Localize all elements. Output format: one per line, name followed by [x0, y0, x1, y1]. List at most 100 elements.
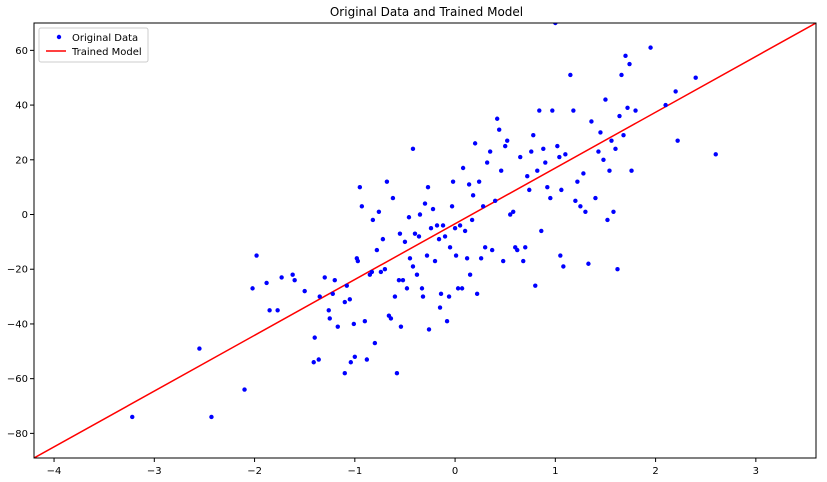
- data-point: [589, 119, 594, 124]
- y-tick-label: 0: [22, 210, 28, 221]
- data-point: [713, 152, 718, 157]
- data-point: [537, 108, 542, 113]
- data-point: [342, 370, 347, 376]
- data-point: [369, 269, 375, 275]
- data-point: [498, 168, 504, 173]
- data-point: [312, 335, 317, 340]
- data-point: [553, 23, 558, 26]
- x-tick-label: 2: [652, 466, 658, 477]
- data-point: [539, 228, 544, 234]
- data-point: [440, 223, 446, 228]
- data-point: [434, 223, 440, 228]
- data-point: [521, 258, 526, 264]
- data-point: [503, 143, 508, 149]
- data-point: [457, 223, 463, 228]
- data-point: [322, 275, 327, 280]
- data-point: [436, 236, 442, 242]
- x-tick-label: 3: [753, 466, 759, 477]
- data-point: [573, 198, 578, 204]
- data-point: [394, 370, 400, 376]
- data-point: [426, 327, 432, 332]
- data-point: [605, 217, 610, 223]
- data-point: [392, 294, 398, 299]
- data-point: [384, 179, 390, 184]
- legend-label-original-data: Original Data: [72, 33, 138, 44]
- data-point: [344, 283, 349, 288]
- data-point: [412, 231, 418, 236]
- data-point: [398, 324, 404, 329]
- data-point: [400, 277, 406, 283]
- y-tick-label: −40: [7, 319, 28, 330]
- data-point: [406, 215, 412, 220]
- data-point: [419, 286, 425, 291]
- y-tick-label: 20: [15, 155, 28, 166]
- data-point: [472, 141, 478, 146]
- data-point: [625, 105, 630, 111]
- data-point: [460, 165, 466, 171]
- data-point: [470, 193, 476, 198]
- data-point: [430, 206, 436, 212]
- data-point: [518, 154, 523, 160]
- legend-marker-original-data: [56, 34, 62, 40]
- data-point: [327, 316, 332, 321]
- data-point: [254, 253, 259, 258]
- x-axis: −4 −3 −2 −1 0 1 2 3: [47, 458, 759, 477]
- y-tick-label: −20: [7, 265, 28, 276]
- data-point: [557, 154, 562, 160]
- data-point: [359, 204, 365, 209]
- data-point: [376, 209, 382, 214]
- data-point: [449, 204, 455, 209]
- data-point: [267, 308, 272, 313]
- legend: Original Data Trained Model: [38, 27, 149, 63]
- data-point: [543, 160, 548, 165]
- data-point: [482, 245, 488, 250]
- data-point: [425, 184, 431, 190]
- data-point: [437, 305, 443, 310]
- data-point: [598, 130, 603, 135]
- data-point: [480, 204, 486, 209]
- data-point: [675, 138, 680, 143]
- data-point: [619, 72, 624, 78]
- x-tick-label: −4: [47, 466, 62, 477]
- data-point: [422, 201, 428, 206]
- y-axis: −80 −60 −40 −20 0 20 40 60: [7, 46, 34, 440]
- data-point: [290, 272, 295, 277]
- data-point: [633, 108, 638, 113]
- x-tick-label: −3: [147, 466, 162, 477]
- data-point: [476, 179, 482, 184]
- data-point: [388, 316, 394, 321]
- data-point: [372, 340, 378, 346]
- x-tick-label: 1: [552, 466, 558, 477]
- data-point: [264, 280, 269, 286]
- data-point: [583, 209, 588, 214]
- data-point: [613, 146, 618, 152]
- data-point: [402, 239, 408, 245]
- x-tick-label: −2: [247, 466, 262, 477]
- data-point: [407, 256, 413, 261]
- data-point: [484, 160, 490, 165]
- data-point: [462, 228, 468, 234]
- trained-model-line: [34, 23, 816, 458]
- data-point: [410, 146, 416, 152]
- data-point: [466, 182, 472, 187]
- y-tick-label: 40: [15, 101, 28, 112]
- data-point: [533, 283, 538, 288]
- data-point: [404, 286, 410, 291]
- data-point: [447, 245, 453, 250]
- plot-area: [34, 23, 816, 458]
- data-point: [469, 217, 475, 223]
- data-point: [478, 256, 484, 261]
- data-point: [629, 168, 634, 173]
- data-point: [568, 72, 573, 78]
- data-point: [414, 272, 420, 277]
- data-point: [209, 414, 214, 420]
- data-point: [575, 179, 580, 184]
- data-point: [494, 116, 500, 121]
- data-point: [648, 45, 653, 50]
- data-point: [357, 184, 363, 190]
- data-point: [541, 146, 546, 152]
- data-point: [316, 357, 321, 362]
- data-point: [416, 234, 422, 239]
- data-point: [561, 264, 566, 269]
- data-point: [617, 113, 622, 119]
